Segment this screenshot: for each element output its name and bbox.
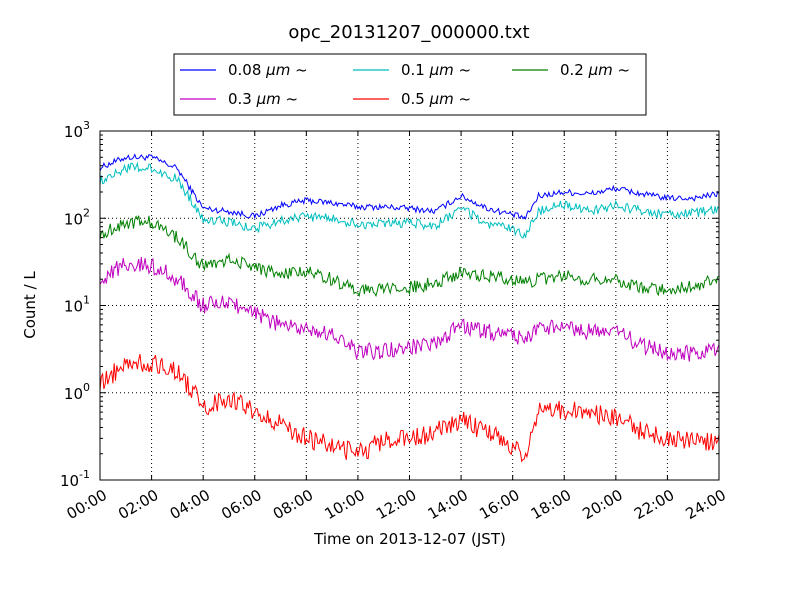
y-tick-label: 10-1	[60, 468, 90, 490]
legend-label: 0.1 μm ~	[401, 61, 471, 79]
series-line	[99, 256, 720, 362]
series-lines	[99, 153, 720, 463]
series-line	[99, 153, 720, 220]
y-tick-label: 103	[64, 119, 90, 141]
legend-label: 0.2 μm ~	[560, 61, 630, 79]
legend-label: 0.5 μm ~	[401, 90, 471, 108]
y-tick-label: 101	[64, 294, 90, 316]
legend: 0.08 μm ~ 0.1 μm ~ 0.2 μm ~ 0.3 μm ~ 0.5 μm …	[173, 53, 647, 116]
y-tick-label: 102	[64, 206, 90, 228]
chart-title: opc_20131207_000000.txt	[288, 22, 529, 43]
y-axis-label: Count / L	[21, 271, 39, 339]
legend-label: 0.08 μm ~	[228, 61, 308, 79]
legend-frame	[173, 53, 647, 116]
series-line	[99, 161, 720, 239]
y-tick-label: 100	[64, 381, 90, 403]
series-line	[99, 215, 720, 298]
x-axis-label: Time on 2013-12-07 (JST)	[313, 530, 506, 548]
series-line	[99, 353, 720, 463]
legend-label: 0.3 μm ~	[228, 90, 298, 108]
